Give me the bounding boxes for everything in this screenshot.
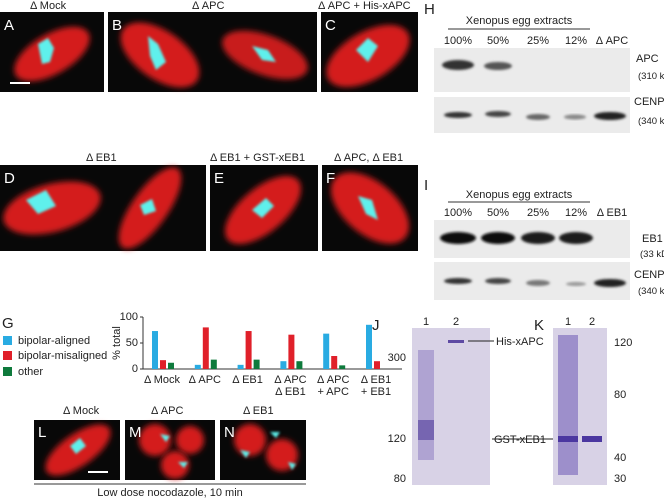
panel-letter: C — [325, 17, 336, 34]
protein-size: (310 kD) — [638, 71, 664, 82]
x-tick-label: Δ EB1 — [361, 374, 392, 386]
panel-title: Δ EB1 — [86, 152, 117, 164]
y-tick-label: 100 — [120, 311, 138, 323]
bar — [210, 359, 217, 369]
bar — [366, 324, 372, 369]
lane-label: 50% — [487, 207, 509, 219]
marker-label: 80 — [614, 389, 626, 401]
lane-label: 100% — [444, 35, 472, 47]
panel-title: Δ APC, Δ EB1 — [334, 152, 403, 164]
panel-title: Δ APC — [151, 405, 183, 417]
bar — [374, 361, 380, 369]
protein-label: CENP-E — [634, 96, 664, 108]
blot-header: Xenopus egg extracts — [466, 189, 573, 201]
lane-label: 2 — [589, 316, 595, 328]
panel-title: Δ APC + His-xAPC — [318, 0, 411, 12]
marker-label: 40 — [614, 452, 626, 464]
bar-chart: 0 50 100 % total bipolar-aligned bipolar-misa… — [3, 311, 402, 398]
bar — [194, 364, 201, 369]
panel-letter: D — [4, 170, 15, 187]
bar — [152, 331, 158, 369]
bar — [288, 334, 295, 369]
panel-letter: J — [372, 317, 380, 334]
bar — [168, 362, 174, 369]
x-tick-label: Δ EB1 — [232, 374, 263, 386]
protein-label: APC — [636, 53, 659, 65]
panel-title: Δ EB1 + GST-xEB1 — [210, 152, 305, 164]
y-tick-label: 0 — [132, 363, 138, 375]
panel-letter: B — [112, 17, 122, 34]
lane-label: 1 — [565, 316, 571, 328]
x-tick-label: Δ EB1 — [275, 386, 306, 398]
lane-label: 100% — [444, 207, 472, 219]
legend-label: other — [18, 366, 43, 378]
bar — [237, 364, 244, 369]
protein-size: (340 kD) — [638, 286, 664, 297]
legend-swatch — [3, 351, 12, 360]
western-blots — [434, 28, 630, 300]
lane-label: 12% — [565, 35, 587, 47]
panel-letter: F — [326, 170, 335, 187]
lane-label: 2 — [453, 316, 459, 328]
protein-size: (33 kD) — [640, 249, 664, 260]
band-label: His-xAPC — [496, 336, 544, 348]
bar — [323, 333, 330, 369]
panel-letter: I — [424, 177, 428, 194]
gels — [412, 328, 607, 485]
y-tick-label: 50 — [126, 337, 138, 349]
bar — [160, 360, 166, 369]
bar — [339, 365, 346, 369]
panel-letter: M — [129, 424, 142, 441]
band-label: GST-xEB1 — [494, 434, 546, 446]
lane-label: 25% — [527, 207, 549, 219]
x-tick-label: Δ APC — [317, 374, 349, 386]
panel-letter: H — [424, 1, 435, 18]
micrographs — [0, 12, 418, 485]
panel-letter: E — [214, 170, 224, 187]
marker-label: 120 — [614, 337, 632, 349]
x-tick-label: + EB1 — [361, 386, 391, 398]
y-axis-label: % total — [111, 326, 123, 360]
x-tick-label: Δ APC — [189, 374, 221, 386]
legend-swatch — [3, 367, 12, 376]
panel-letter: L — [38, 424, 46, 441]
panel-title: Δ Mock — [63, 405, 100, 417]
legend-swatch — [3, 336, 12, 345]
marker-label: 120 — [388, 433, 406, 445]
marker-label: 80 — [394, 473, 406, 485]
bar — [202, 327, 209, 369]
x-tick-label: Δ Mock — [144, 374, 181, 386]
caption: Low dose nocodazole, 10 min — [97, 487, 243, 499]
panel-letter: A — [4, 17, 14, 34]
x-tick-label: Δ APC — [274, 374, 306, 386]
bar — [253, 359, 260, 369]
marker-label: 300 — [388, 352, 406, 364]
blot-header: Xenopus egg extracts — [466, 15, 573, 27]
protein-label: CENP-E — [634, 269, 664, 281]
legend-label: bipolar-misaligned — [18, 350, 107, 362]
panel-title: Δ EB1 — [243, 405, 274, 417]
protein-size: (340 kD) — [638, 116, 664, 127]
protein-label: EB1 — [642, 233, 663, 245]
bar — [280, 361, 287, 369]
lane-label: 1 — [423, 316, 429, 328]
lane-label: 25% — [527, 35, 549, 47]
lane-label: 12% — [565, 207, 587, 219]
lane-label: 50% — [487, 35, 509, 47]
panel-title: Δ Mock — [30, 0, 67, 12]
lane-label: Δ EB1 — [597, 207, 628, 219]
legend-label: bipolar-aligned — [18, 335, 90, 347]
bar — [245, 331, 252, 369]
lane-label: Δ APC — [596, 35, 628, 47]
panel-title: Δ APC — [192, 0, 224, 12]
panel-letter: K — [534, 317, 544, 334]
bar — [296, 361, 303, 369]
x-tick-label: + APC — [317, 386, 349, 398]
bar — [331, 356, 338, 369]
panel-letter: G — [2, 315, 14, 332]
marker-label: 30 — [614, 473, 626, 485]
panel-letter: N — [224, 424, 235, 441]
